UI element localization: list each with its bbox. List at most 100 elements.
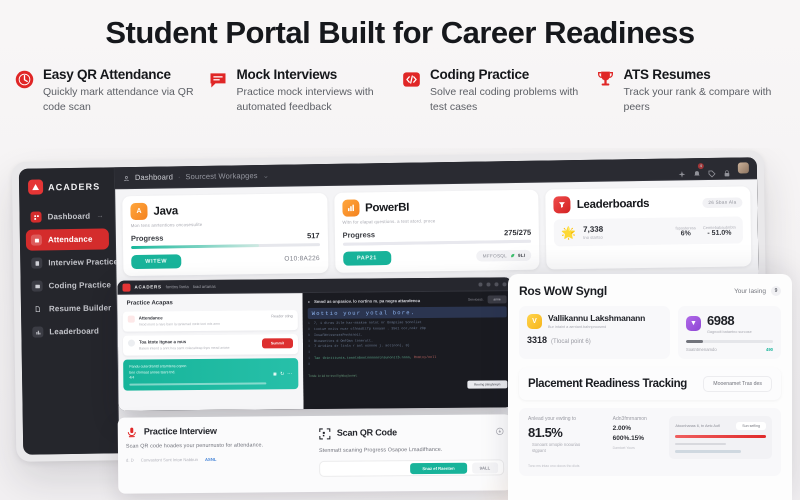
sidebar-item-coding-practice[interactable]: Coding Practice xyxy=(26,274,111,296)
notification-badge: 4 xyxy=(697,162,704,169)
course-card-powerbi[interactable]: PowerBI Witn for elapat questions. a tes… xyxy=(333,189,540,273)
item-title: Toa ktote itgnae a mus xyxy=(138,339,187,345)
editor-footer-button[interactable]: Rnning jnlnghnvyn xyxy=(467,380,508,389)
user-score: 3318 xyxy=(527,335,548,345)
course-subtitle: Witn for elapat questions. a test atord.… xyxy=(342,218,436,225)
circle-icon xyxy=(127,339,136,347)
points-card[interactable]: ▼ 6988 Gagnodt bataetno surcose Soatntme… xyxy=(677,306,781,359)
stat-value: 2.00% xyxy=(612,425,632,432)
leaderboards-icon xyxy=(553,196,571,214)
course-title: Java xyxy=(153,204,178,218)
item-desc: Intod mont a nare barn la tartamad mete … xyxy=(138,321,220,327)
metric-value: - 51.0% xyxy=(707,229,732,237)
inner-panel-title: Practice Acapas xyxy=(126,300,173,307)
scan-qr-code-card[interactable]: Scan QR Code Stenmatt scaning Progress O… xyxy=(319,422,505,484)
item-desc: Batem intend a annt hoa samt colacatteap… xyxy=(139,345,230,351)
user-sub: Bur intaint a aentant.bahnproosmd xyxy=(548,325,607,329)
course-subtitle: Mon tens anrtentions oncosesulite xyxy=(130,221,203,229)
editor-code-block[interactable]: 1 7, 1 dtras 2tle har-msskoe nolnt or Onm… xyxy=(307,321,437,367)
feature-title: ATS Resumes xyxy=(623,67,711,82)
terminal-icon xyxy=(31,280,43,292)
star-emoji-icon: 🌟 xyxy=(561,225,577,240)
course-meta-chip: MFFOSQL 9LI xyxy=(476,249,532,262)
qr-primary-button[interactable]: Snaz ef Raenten xyxy=(410,462,467,474)
course-card-java[interactable]: A Java Mon tens anrtentions oncosesulite… xyxy=(122,192,329,276)
bar-series-3 xyxy=(675,450,741,453)
tag-icon[interactable] xyxy=(708,164,716,177)
course-meta-value: O10:8A226 xyxy=(284,255,320,263)
sidebar-item-resume-builder[interactable]: Resume Builder xyxy=(27,297,111,319)
notification-bell-icon[interactable]: 4 xyxy=(693,162,704,176)
breadcrumb-root[interactable]: Dashboard xyxy=(134,172,174,182)
more-icon[interactable]: ⋯ xyxy=(287,370,293,378)
leaderboards-caption: tno startso xyxy=(583,234,603,240)
points-progress-bar xyxy=(685,340,773,343)
chevron-down-icon[interactable]: ⌄ xyxy=(262,170,270,180)
inner-list-item[interactable]: Attendance Intod mont a nare barn la tar… xyxy=(122,310,298,332)
course-title: PowerBI xyxy=(365,201,410,214)
product-mockup-stage: ACADERS Dashboard → Attendance xyxy=(0,148,800,500)
lock-icon[interactable] xyxy=(723,164,731,176)
app-brand: ACADERS xyxy=(25,176,108,206)
sidebar-item-leaderboard[interactable]: Leaderboard xyxy=(27,320,110,342)
leaderboards-row: 🌟 7,338 tno startso fsposteress 6% xyxy=(554,216,744,247)
card-link[interactable]: ASNL xyxy=(204,456,217,462)
sidebar-item-attendance[interactable]: Attendance xyxy=(25,228,110,251)
placement-tracking-header: Placement Readiness Tracking Mooenamet T… xyxy=(519,368,781,400)
practice-interview-card[interactable]: Practice Interview Scan QR code hoades y… xyxy=(126,424,312,486)
sidebar-item-interview-practice[interactable]: Interview Practice xyxy=(26,251,118,273)
dot-icon[interactable] xyxy=(494,281,499,286)
grid-icon xyxy=(30,211,42,223)
dot-icon[interactable] xyxy=(502,281,507,286)
leaderboards-value: 7,338 xyxy=(583,224,604,234)
inner-list-item[interactable]: Toa ktote itgnae a mus Batem intend a an… xyxy=(122,334,299,356)
banner-controls[interactable]: ◉ ↻ ⋯ xyxy=(273,371,293,377)
feature-list: Easy QR Attendance Quickly mark attendan… xyxy=(0,67,800,115)
inner-breadcrumb-1[interactable]: fonttns fanta xyxy=(165,284,189,290)
bars-button[interactable]: Sun sefling xyxy=(736,422,766,430)
bottom-card-row: Practice Interview Scan QR code hoades y… xyxy=(117,414,513,494)
feature-desc: Solve real coding problems with test cas… xyxy=(430,86,579,113)
app-topbar: Dashboard · Sourcest Workapges ⌄ 4 xyxy=(114,157,758,190)
laptop-screen: ACADERS Dashboard → Attendance xyxy=(18,157,762,455)
trophy-icon xyxy=(595,69,616,90)
leaderboards-title: Leaderboards xyxy=(576,197,650,211)
tracking-chip[interactable]: Mooenamet Tras des xyxy=(703,376,772,392)
feature-title: Mock Interviews xyxy=(236,67,338,82)
dot-icon[interactable] xyxy=(486,281,491,287)
code-line: tvntue nnits nuar clhnadttfp konaan . 35… xyxy=(313,326,426,332)
bar-series-2 xyxy=(675,442,727,445)
sparkle-icon[interactable] xyxy=(678,165,686,178)
inner-breadcrumb-2[interactable]: load artanas xyxy=(192,283,216,290)
refresh-icon[interactable]: ↻ xyxy=(280,371,285,378)
card-desc: Scan QR code hoades your penurnusto for … xyxy=(125,442,264,450)
person-card-icon xyxy=(31,257,43,269)
chevron-right-icon: → xyxy=(96,212,104,220)
top-user-card[interactable]: V Vallikannu Lakshmanann Bur intaint a a… xyxy=(519,306,670,359)
qr-secondary-button[interactable]: 9ALL xyxy=(471,461,499,474)
chip-label: MFFOSQL xyxy=(482,253,508,259)
course-action-button[interactable]: WITEW xyxy=(131,253,182,269)
download-icon[interactable] xyxy=(496,422,504,440)
progress-value: 517 xyxy=(306,231,320,241)
sidebar-item-dashboard[interactable]: Dashboard → xyxy=(25,205,108,227)
chat-bubble-icon xyxy=(208,69,229,90)
feature-coding-practice: Coding Practice Solve real coding proble… xyxy=(401,67,595,115)
avatar[interactable] xyxy=(737,162,749,174)
points-sub: Gagnodt bataetno surcose xyxy=(706,330,752,334)
progress-label: Progress xyxy=(130,233,164,244)
course-action-button[interactable]: PAP21 xyxy=(342,250,392,266)
leaf-icon xyxy=(510,253,515,259)
card-title: Practice Interview xyxy=(143,425,217,437)
leaderboards-card[interactable]: Leaderboards 26 Sban Ala 🌟 7,338 tno sta… xyxy=(545,186,752,270)
editor-run-button[interactable]: anne xyxy=(487,295,507,304)
sidebar-item-label: Attendance xyxy=(47,234,93,245)
stat-fine-print: Tono ms intao ono docos tho diuts xyxy=(528,464,580,468)
breadcrumb-current[interactable]: Sourcest Workapges xyxy=(185,171,258,182)
attendance-icon xyxy=(127,315,135,323)
topbar-actions: 4 xyxy=(678,162,749,178)
play-icon[interactable]: ◉ xyxy=(272,371,278,378)
feature-title: Coding Practice xyxy=(430,67,530,82)
submit-button[interactable]: Summit xyxy=(261,338,294,349)
dot-icon[interactable] xyxy=(478,282,483,287)
